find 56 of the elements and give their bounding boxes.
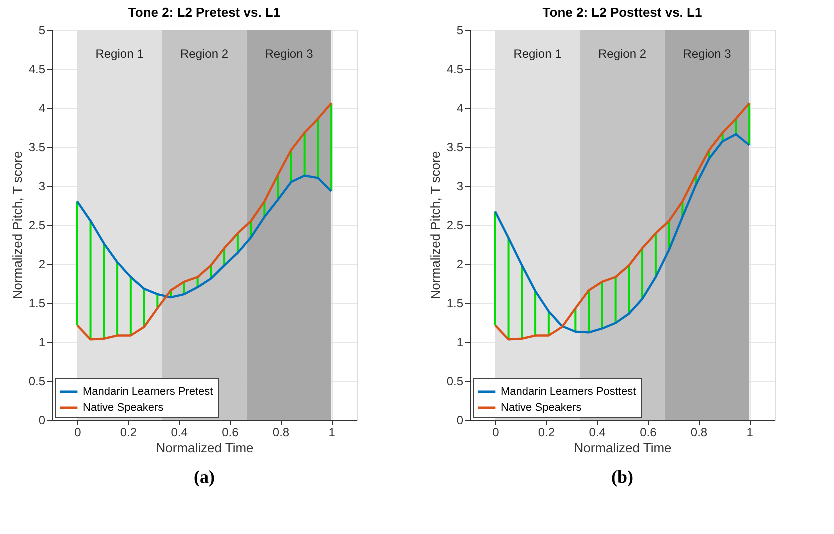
band-label: Region 1 bbox=[514, 47, 562, 61]
y-tick-label: 0 bbox=[38, 414, 46, 428]
y-tick-label: 2.5 bbox=[28, 218, 46, 232]
y-tick-label: 0.5 bbox=[28, 374, 46, 388]
text: (a) bbox=[194, 467, 215, 487]
band-label: Region 3 bbox=[265, 47, 314, 61]
y-tick-label: 3 bbox=[456, 180, 464, 194]
y-tick-label: 4.5 bbox=[446, 62, 464, 76]
x-tick-label: 0.8 bbox=[272, 426, 290, 440]
x-tick-label: 0.4 bbox=[171, 426, 188, 440]
y-tick-label: 3.5 bbox=[446, 140, 464, 154]
chart-title: Tone 2: L2 Pretest vs. L1 bbox=[128, 5, 281, 20]
x-tick-label: 0.2 bbox=[538, 426, 556, 440]
x-tick-label: 0.8 bbox=[690, 426, 708, 440]
x-tick-label: 0.4 bbox=[589, 426, 606, 440]
line-series bbox=[494, 133, 751, 334]
band-label: Region 3 bbox=[683, 47, 732, 61]
band-label: Region 2 bbox=[180, 47, 229, 61]
y-axis-title: Normalized Pitch, T score bbox=[428, 151, 443, 300]
line-series bbox=[76, 174, 333, 299]
legend-label: Native Speakers bbox=[501, 402, 582, 414]
y-tick-label: 5 bbox=[456, 24, 464, 38]
y-tick-label: 2 bbox=[456, 258, 464, 272]
y-tick-label: 5 bbox=[38, 24, 46, 38]
y-tick-label: 4 bbox=[38, 102, 46, 116]
y-tick-label: 4 bbox=[456, 102, 464, 116]
y-tick-label: 0 bbox=[456, 414, 464, 428]
legend-label: Mandarin Learners Pretest bbox=[83, 386, 214, 398]
line-series bbox=[494, 102, 751, 341]
x-tick-label: 1 bbox=[328, 426, 336, 440]
y-tick-label: 1.5 bbox=[446, 296, 464, 310]
y-tick-label: 1 bbox=[38, 336, 46, 350]
text: (b) bbox=[612, 467, 634, 487]
x-axis-title: Normalized Time bbox=[156, 440, 254, 456]
band-label: Region 1 bbox=[96, 47, 144, 61]
y-tick-label: 4.5 bbox=[28, 62, 46, 76]
y-tick-label: 1 bbox=[456, 336, 464, 350]
y-tick-label: 3 bbox=[38, 180, 46, 194]
x-tick-label: 0 bbox=[74, 426, 82, 440]
y-tick-label: 3.5 bbox=[28, 140, 46, 154]
x-tick-label: 0.2 bbox=[120, 426, 138, 440]
x-tick-label: 0.6 bbox=[640, 426, 658, 440]
chart-title: Tone 2: L2 Posttest vs. L1 bbox=[542, 5, 702, 20]
y-tick-label: 2.5 bbox=[446, 218, 464, 232]
line-series bbox=[76, 102, 333, 341]
x-tick-label: 0 bbox=[492, 426, 500, 440]
y-tick-label: 0.5 bbox=[446, 374, 464, 388]
y-tick-label: 1.5 bbox=[28, 296, 46, 310]
x-tick-label: 1 bbox=[746, 426, 754, 440]
legend-label: Native Speakers bbox=[83, 402, 164, 414]
y-tick-label: 2 bbox=[38, 258, 46, 272]
x-axis-title: Normalized Time bbox=[574, 440, 672, 456]
y-axis-title: Normalized Pitch, T score bbox=[10, 151, 25, 300]
x-tick-label: 0.6 bbox=[222, 426, 240, 440]
band-label: Region 2 bbox=[598, 47, 647, 61]
legend-label: Mandarin Learners Posttest bbox=[501, 386, 636, 398]
